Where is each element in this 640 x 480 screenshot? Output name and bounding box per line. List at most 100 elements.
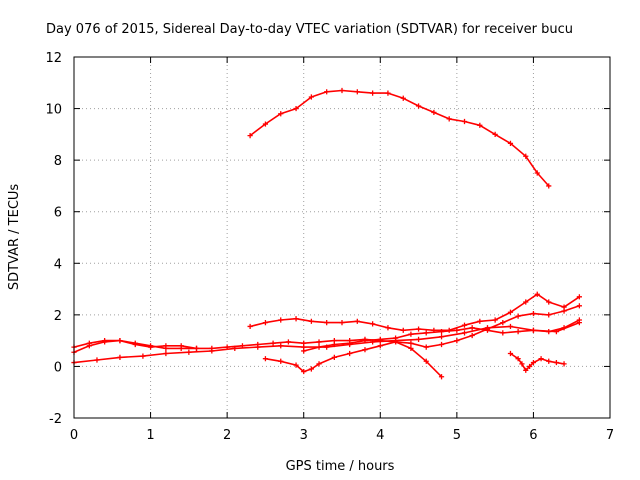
data-point [339,87,345,94]
data-point [117,338,123,344]
chart-title: Day 076 of 2015, Sidereal Day-to-day VTE… [46,22,573,37]
data-point [538,356,544,362]
data-point [519,361,525,367]
data-point [500,330,506,336]
data-point [247,323,253,330]
data-point [408,340,414,346]
data-point [86,343,92,349]
data-point [454,327,460,333]
data-point [507,350,514,357]
y-tick-label: 10 [45,103,62,118]
data-point [576,294,582,300]
data-point [461,322,468,328]
data-point [530,310,537,317]
data-point [285,339,291,345]
data-point [147,343,154,349]
data-point [370,90,376,96]
data-point [293,316,299,322]
data-point [293,362,299,368]
data-point [255,344,261,350]
series-sat-a [247,291,582,333]
data-point [400,327,406,333]
y-tick-label: 6 [54,206,62,221]
series-line [509,352,565,372]
data-point [546,312,552,318]
data-point [561,308,567,314]
series-sat-g [507,350,567,373]
data-point [423,358,429,364]
data-point [132,340,138,346]
data-point [308,318,314,324]
data-point [561,361,567,367]
x-tick-label: 3 [300,428,308,443]
data-point [534,170,540,176]
x-tick-label: 6 [529,428,537,443]
series-line [249,89,550,187]
data-point [438,341,445,348]
y-tick-label: 0 [54,360,62,375]
data-point [507,140,514,146]
data-point [546,183,552,189]
data-point [339,319,345,326]
data-point [438,329,445,335]
y-axis-title: SDTVAR / TECUs [7,184,22,291]
data-point [247,133,253,139]
data-point [347,340,353,346]
data-point [278,358,284,364]
data-point [354,318,360,324]
data-point [523,367,529,373]
data-point [178,345,184,351]
x-tick-label: 0 [70,428,78,443]
data-point [477,318,483,324]
data-point [316,344,322,350]
y-tick-label: 2 [54,309,62,324]
data-point [515,329,521,335]
data-point [461,118,468,125]
axis-ticks [73,56,611,419]
data-point [400,95,406,101]
data-point [262,356,269,362]
data-point [408,345,414,351]
data-point [270,340,276,346]
data-point [278,343,284,349]
data-point [193,345,200,351]
data-point [362,347,368,353]
data-point [423,344,429,350]
data-point [546,329,552,335]
x-tick-label: 1 [146,428,154,443]
x-tick-label: 5 [453,428,461,443]
data-point [278,317,284,323]
y-tick-label: 12 [45,51,62,66]
data-point [186,349,192,355]
data-point [507,323,514,330]
data-point [492,131,498,137]
x-tick-label: 7 [606,428,614,443]
data-point [362,338,368,344]
data-point [316,361,322,367]
data-point [117,354,123,361]
y-tick-label: -2 [49,412,62,427]
data-point [354,89,360,95]
data-point [553,359,559,366]
grid [74,57,610,418]
data-point [515,356,521,362]
plot-frame [73,56,611,419]
data-point [94,357,100,363]
data-point [523,299,529,305]
data-point [331,341,337,348]
data-point [331,354,337,361]
data-point [262,121,269,127]
data-point [415,103,422,109]
data-point [576,303,582,309]
data-point [415,326,422,332]
data-point [507,309,514,315]
data-point [301,348,307,354]
data-point [163,345,169,351]
data-point [534,291,540,297]
y-tick-label: 4 [54,257,62,272]
data-point [423,330,429,336]
data-point [469,332,475,339]
data-point [385,325,391,331]
data-point [370,321,376,327]
